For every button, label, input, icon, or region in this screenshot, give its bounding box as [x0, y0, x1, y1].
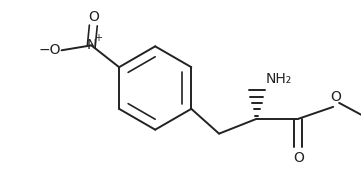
Text: +: + [94, 33, 102, 43]
Text: N: N [86, 38, 97, 52]
Text: O: O [88, 10, 99, 23]
Text: O: O [331, 90, 342, 104]
Text: −O: −O [38, 43, 61, 57]
Text: O: O [293, 151, 304, 166]
Text: NH₂: NH₂ [265, 72, 292, 86]
